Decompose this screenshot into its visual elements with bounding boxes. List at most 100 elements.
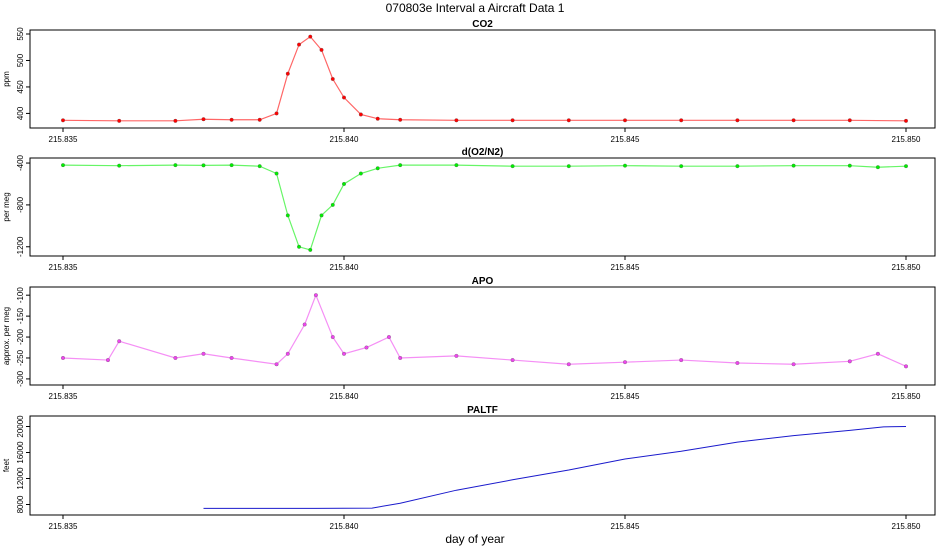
y-tick-label: 16000 <box>16 441 25 464</box>
data-point <box>61 356 65 360</box>
data-point <box>904 164 908 169</box>
data-point <box>454 163 459 168</box>
data-point <box>308 34 313 39</box>
data-point <box>342 95 346 100</box>
data-point <box>398 163 403 168</box>
data-point <box>330 335 335 339</box>
x-tick-label: 215.835 <box>49 135 78 144</box>
x-tick-label: 215.835 <box>49 263 78 272</box>
data-point <box>117 163 122 168</box>
data-point <box>398 117 403 122</box>
y-tick-label: 12000 <box>16 467 25 490</box>
data-point <box>375 166 380 171</box>
panel-frame <box>29 286 936 386</box>
x-tick-label: 215.835 <box>49 392 78 401</box>
series-trace <box>62 164 907 251</box>
data-point <box>358 112 363 117</box>
x-tick-label: 215.840 <box>330 522 359 531</box>
data-point <box>566 164 571 169</box>
data-point <box>117 339 122 344</box>
data-point <box>735 361 740 365</box>
data-point <box>904 118 908 123</box>
y-tick-label: 550 <box>16 27 25 41</box>
data-point <box>308 247 313 252</box>
panel-title: APO <box>472 276 494 287</box>
data-point <box>201 163 206 168</box>
data-point <box>274 362 279 367</box>
data-point <box>847 163 852 168</box>
data-point <box>375 116 380 121</box>
data-point <box>330 77 335 81</box>
y-tick-label: 500 <box>16 53 25 67</box>
data-point <box>387 335 391 339</box>
x-tick-label: 215.845 <box>611 135 640 144</box>
data-point <box>61 163 65 168</box>
y-axis-label: feet <box>2 458 11 472</box>
y-tick-label: -100 <box>16 287 25 304</box>
panel-title: PALTF <box>467 405 498 416</box>
y-tick-label: -200 <box>16 328 25 345</box>
x-tick-label: 215.850 <box>892 135 921 144</box>
data-point <box>623 163 627 168</box>
data-point <box>313 293 318 298</box>
data-point <box>679 164 684 169</box>
data-point <box>274 111 279 116</box>
y-tick-label: -1200 <box>16 236 25 257</box>
data-point <box>302 322 307 327</box>
data-point <box>510 358 515 363</box>
y-axis-label: approx. per meg <box>2 307 11 365</box>
data-point <box>875 351 880 356</box>
data-point <box>319 213 324 218</box>
y-axis-label: ppm <box>2 71 11 87</box>
data-point <box>342 351 346 356</box>
data-point <box>847 118 852 123</box>
panel-frame <box>29 415 936 516</box>
x-tick-label: 215.845 <box>611 263 640 272</box>
y-tick-label: 400 <box>16 106 25 120</box>
data-point <box>904 364 908 369</box>
y-axis-label: per meg <box>2 192 11 221</box>
data-point <box>875 165 880 170</box>
series-line <box>203 426 907 509</box>
y-tick-label: -400 <box>16 154 25 171</box>
x-tick-label: 215.840 <box>330 392 359 401</box>
data-point <box>274 171 279 176</box>
data-point <box>297 42 301 47</box>
data-point <box>566 118 571 123</box>
data-point <box>623 360 627 365</box>
series-trace <box>62 35 907 122</box>
data-point <box>257 117 262 122</box>
data-point <box>117 118 122 123</box>
data-point <box>201 117 206 122</box>
series-trace <box>62 293 907 367</box>
y-tick-label: -150 <box>16 308 25 325</box>
data-point <box>285 351 290 356</box>
y-tick-label: 20000 <box>16 415 25 438</box>
x-tick-label: 215.840 <box>330 135 359 144</box>
data-point <box>454 353 459 358</box>
x-tick-label: 215.845 <box>611 392 640 401</box>
data-point <box>679 118 684 123</box>
data-point <box>201 351 206 356</box>
data-point <box>229 356 234 360</box>
data-point <box>173 356 178 360</box>
data-point <box>735 118 740 123</box>
main-title: 070803e Interval a Aircraft Data 1 <box>386 1 565 15</box>
data-point <box>330 202 335 207</box>
y-tick-label: -250 <box>16 349 25 366</box>
data-point <box>358 171 363 176</box>
data-point <box>342 182 346 186</box>
y-tick-label: 8000 <box>16 495 25 513</box>
x-axis-label: day of year <box>445 532 504 546</box>
panel-frame <box>29 29 936 129</box>
data-point <box>510 164 515 169</box>
data-point <box>61 118 65 123</box>
panel-title: CO2 <box>472 19 493 30</box>
data-point <box>297 244 301 249</box>
x-tick-label: 215.835 <box>49 522 78 531</box>
data-point <box>229 117 234 122</box>
data-point <box>364 345 369 350</box>
panel-title: d(O2/N2) <box>462 147 504 158</box>
data-point <box>285 71 290 76</box>
